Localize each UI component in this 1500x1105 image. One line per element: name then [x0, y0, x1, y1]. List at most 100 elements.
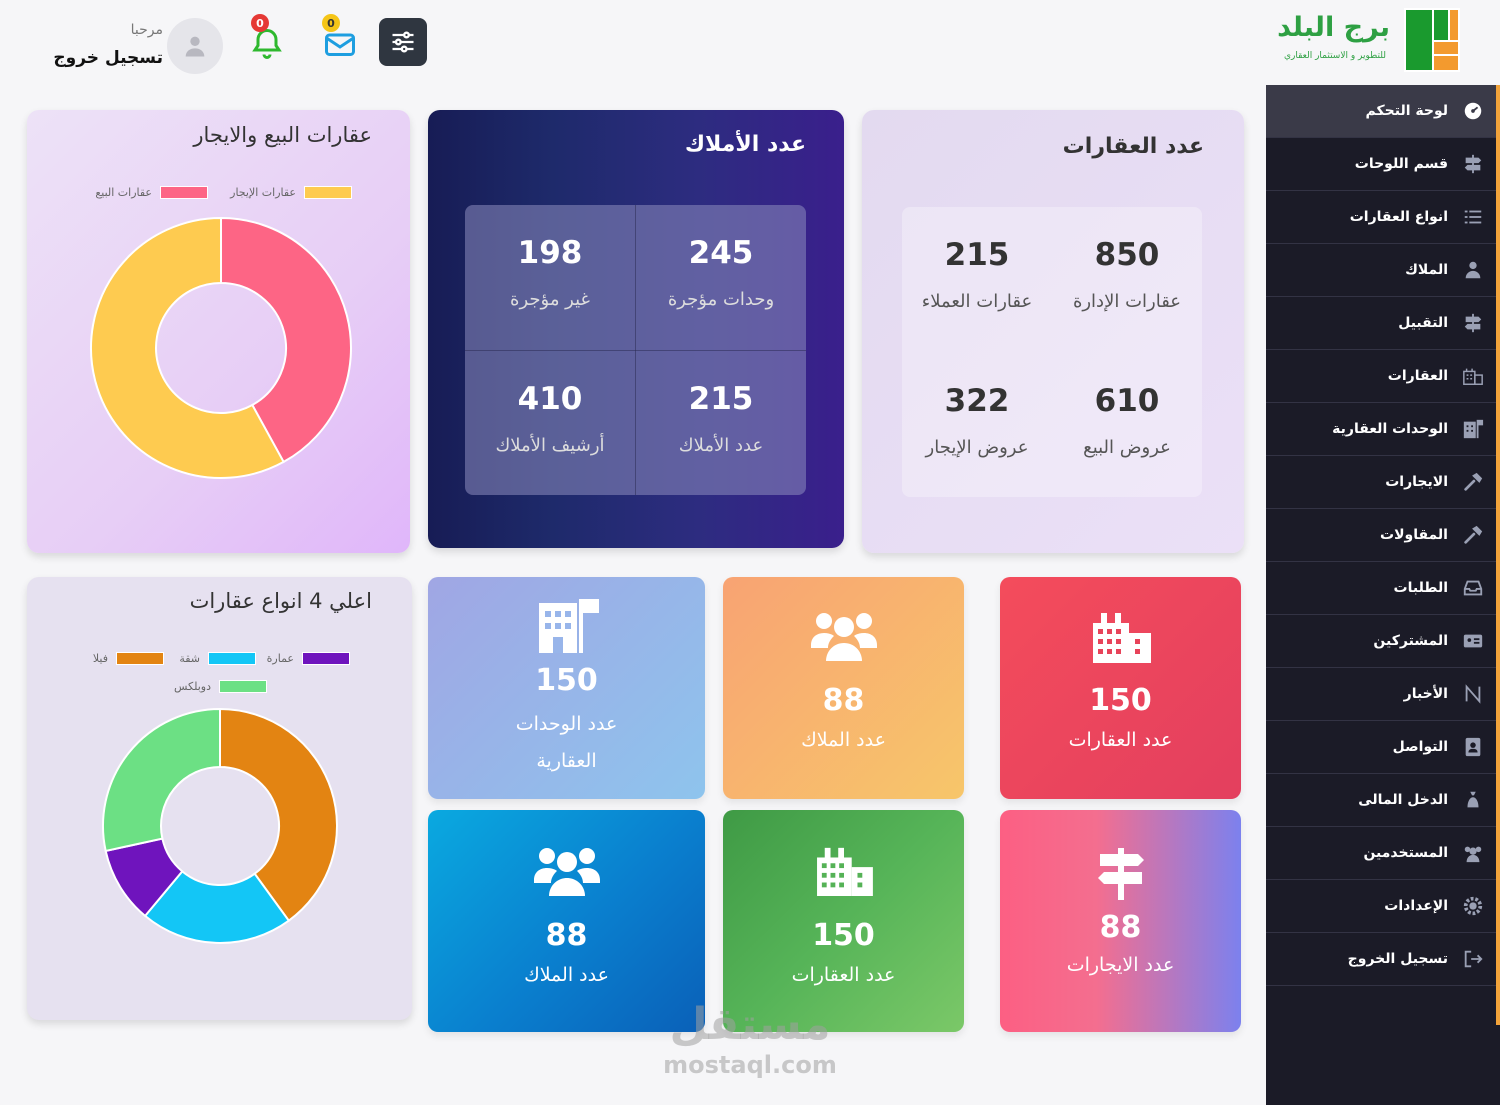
contact-book-icon	[1465, 737, 1481, 757]
tile-properties-count[interactable]: 150 عدد العقارات	[1000, 577, 1241, 799]
stat-admin-properties: 850 عقارات الإدارة	[1072, 237, 1182, 312]
sidebar-item[interactable]: تسجيل الخروج	[1266, 933, 1500, 986]
owners-stats-panel: 245 وحدات مؤجرة 198 غير مؤجرة 215 عدد الأمل…	[465, 205, 806, 495]
top-types-donut-chart[interactable]	[101, 707, 339, 945]
tile-label: عدد العقارات	[1068, 729, 1173, 751]
sidebar-item[interactable]: المستخدمين	[1266, 827, 1500, 880]
logout-link[interactable]: تسجيل خروج	[53, 48, 163, 68]
stat-rented-units: 245 وحدات مؤجرة	[667, 235, 775, 310]
avatar[interactable]	[167, 18, 223, 74]
donut-slice-0[interactable]	[219, 707, 338, 923]
legend-villa[interactable]: فيلا	[93, 652, 164, 665]
sidebar-item[interactable]: الدخل المالى	[1266, 774, 1500, 827]
legend-building[interactable]: عمارة	[267, 652, 350, 665]
building-flag-icon	[1463, 419, 1484, 439]
notifications-badge: 0	[251, 14, 269, 32]
top-types-chart-card: اعلي 4 انواع عقارات فيلا شقة عمارة دوبلك…	[27, 577, 412, 1020]
money-bag-icon	[1467, 791, 1479, 808]
legend-apartment[interactable]: شقة	[179, 652, 256, 665]
tile-units-count[interactable]: 150 عدد الوحدات العقارية	[428, 577, 705, 799]
sidebar-item[interactable]: التقبيل	[1266, 297, 1500, 350]
greeting-text: مرحبا	[130, 22, 163, 38]
sidebar-item-label: الطلبات	[1393, 580, 1448, 596]
donut-slice-3[interactable]	[102, 707, 221, 853]
id-card-icon	[1463, 634, 1483, 648]
donut-slice-1[interactable]	[143, 869, 291, 944]
stat-not-rented: 198 غير مؤجرة	[510, 235, 590, 310]
sidebar-item[interactable]: الإعدادات	[1266, 880, 1500, 933]
owners-card-title: عدد الأملاك	[684, 132, 806, 157]
sidebar-item[interactable]: قسم اللوحات	[1266, 138, 1500, 191]
sidebar-item[interactable]: الوحدات العقارية	[1266, 403, 1500, 456]
sidebar-item-label: التواصل	[1392, 739, 1448, 755]
watermark: مستقل mostaql.com	[655, 1000, 845, 1080]
tile-value: 150	[812, 918, 875, 953]
sidebar-item[interactable]: لوحة التحكم	[1266, 85, 1500, 138]
messages-badge: 0	[322, 14, 340, 32]
sale-rent-donut-chart[interactable]	[87, 214, 355, 482]
sidebar-item[interactable]: المقاولات	[1266, 509, 1500, 562]
sidebar-item-label: لوحة التحكم	[1365, 103, 1448, 119]
legend-rent[interactable]: عقارات الإيجار	[230, 186, 352, 199]
stat-sale-offers: 610 عروض البيع	[1083, 383, 1171, 458]
sidebar-item-label: الملاك	[1405, 262, 1448, 278]
sidebar-item[interactable]: انواع العقارات	[1266, 191, 1500, 244]
stat-client-properties: 215 عقارات العملاء	[921, 237, 1033, 312]
donut-slice-1[interactable]	[90, 216, 285, 479]
sidebar-item-label: العقارات	[1387, 368, 1448, 384]
legend-duplex[interactable]: دوبلكس	[174, 680, 267, 693]
list-icon	[1464, 210, 1482, 224]
sidebar-item-label: المقاولات	[1380, 527, 1448, 543]
stat-owned-archive: 410 أرشيف الأملاك	[495, 381, 605, 456]
filters-button[interactable]	[379, 18, 427, 66]
signpost-icon	[1097, 848, 1144, 900]
hammer-icon	[1464, 472, 1483, 491]
sidebar-scrollbar[interactable]	[1496, 85, 1500, 1025]
tile-owners-count-2[interactable]: 88 عدد الملاك	[428, 810, 705, 1032]
logout-icon	[1464, 950, 1483, 968]
legend-sale[interactable]: عقارات البيع	[95, 186, 208, 199]
tile-properties-count-2[interactable]: 150 عدد العقارات	[723, 810, 964, 1032]
brand-logo[interactable]: برج البلد للتطوير و الاستثمار العقاري	[1277, 8, 1470, 72]
owners-count-card: عدد الأملاك 245 وحدات مؤجرة 198 غير مؤجرة …	[428, 110, 844, 548]
sidebar-item-label: الدخل المالى	[1358, 792, 1448, 808]
inbox-icon	[1463, 580, 1483, 596]
tile-owners-count[interactable]: 88 عدد الملاك	[723, 577, 964, 799]
watermark-logo: مستقل	[669, 999, 831, 1050]
sidebar-item-label: الأخبار	[1403, 686, 1448, 702]
tile-rentals-count[interactable]: 88 عدد الايجارات	[1000, 810, 1241, 1032]
brand-name: برج البلد	[1277, 12, 1390, 43]
sidebar-item-label: انواع العقارات	[1349, 209, 1448, 225]
tile-label: عدد الملاك	[524, 964, 609, 986]
top-bar: مرحبا تسجيل خروج 0 0 برج البلد للتطوير و…	[0, 0, 1460, 85]
messages-button[interactable]: 0	[316, 14, 364, 68]
stat-owned-count: 215 عدد الأملاك	[678, 381, 764, 456]
users-icon	[1464, 846, 1482, 863]
properties-stats-panel: 850 عقارات الإدارة 215 عقارات العملاء 610 ع…	[902, 207, 1202, 497]
sidebar-item[interactable]: العقارات	[1266, 350, 1500, 403]
user-menu[interactable]: مرحبا تسجيل خروج	[53, 18, 223, 74]
sidebar-item[interactable]: التواصل	[1266, 721, 1500, 774]
sidebar: لوحة التحكم قسم اللوحات انواع العقارات المل…	[1266, 85, 1500, 1105]
stat-rent-offers: 322 عروض الإيجار	[925, 383, 1029, 458]
news-icon	[1465, 684, 1481, 704]
people-icon	[810, 613, 877, 661]
sidebar-item[interactable]: الملاك	[1266, 244, 1500, 297]
sidebar-item-label: التقبيل	[1398, 315, 1448, 331]
sidebar-item[interactable]: الطلبات	[1266, 562, 1500, 615]
notifications-button[interactable]: 0	[243, 14, 291, 68]
sidebar-item-label: الايجارات	[1385, 474, 1448, 490]
sidebar-item[interactable]: المشتركين	[1266, 615, 1500, 668]
brand-tagline: للتطوير و الاستثمار العقاري	[1283, 51, 1386, 61]
gear-icon	[1463, 896, 1483, 916]
sidebar-item[interactable]: الايجارات	[1266, 456, 1500, 509]
donut-slice-0[interactable]	[220, 216, 352, 464]
sidebar-item[interactable]: الأخبار	[1266, 668, 1500, 721]
sale-rent-chart-card: عقارات البيع والايجار عقارات الإيجار عقا…	[27, 110, 410, 553]
tile-value: 88	[545, 918, 588, 953]
user-icon	[1465, 261, 1481, 279]
city-icon	[816, 847, 873, 896]
hammer-icon	[1464, 525, 1483, 544]
buildings-icon	[1463, 368, 1483, 385]
sidebar-item-label: المشتركين	[1373, 633, 1448, 649]
